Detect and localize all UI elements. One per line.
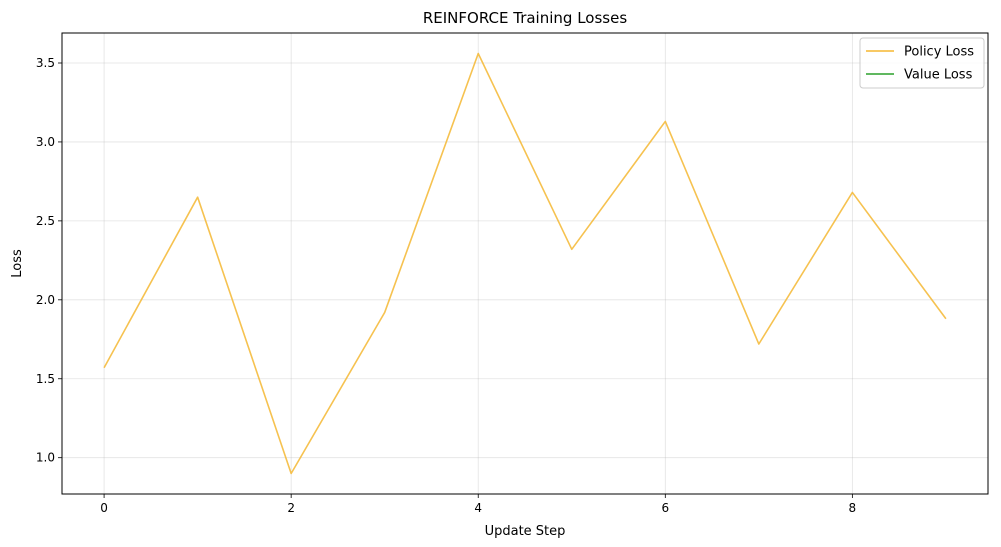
legend: Policy Loss Value Loss [859,37,985,89]
x-tick-label: 4 [474,501,482,515]
legend-label: Value Loss [904,68,973,83]
y-axis-ticks: 1.0 1.5 2.0 2.5 3.0 3.5 [36,56,62,465]
plot-frame [61,32,989,495]
legend-label: Policy Loss [904,45,974,60]
y-tick-label: 1.5 [36,372,55,386]
y-tick-label: 2.5 [36,214,55,228]
chart-title: REINFORCE Training Losses [423,9,627,27]
series-line-0 [103,52,947,475]
y-tick-label: 3.5 [36,56,55,70]
y-tick-label: 2.0 [36,293,55,307]
y-tick-label: 1.0 [36,451,55,465]
x-tick-label: 6 [661,501,669,515]
x-axis-title: Update Step [485,524,566,539]
y-tick-label: 3.0 [36,135,55,149]
series-layer [103,52,947,475]
x-tick-label: 8 [849,501,857,515]
grid [62,33,988,494]
x-axis-ticks: 0 2 4 6 8 [100,494,856,515]
x-tick-label: 2 [287,501,295,515]
x-tick-label: 0 [100,501,108,515]
y-axis-title: Loss [10,249,25,278]
